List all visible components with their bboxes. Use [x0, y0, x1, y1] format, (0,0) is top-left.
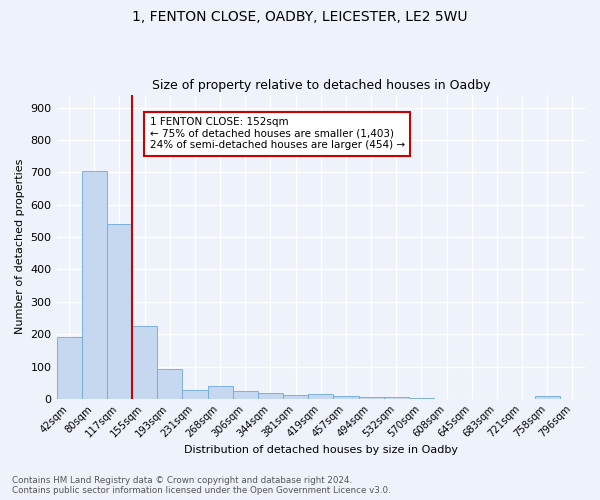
- Text: 1, FENTON CLOSE, OADBY, LEICESTER, LE2 5WU: 1, FENTON CLOSE, OADBY, LEICESTER, LE2 5…: [132, 10, 468, 24]
- Bar: [383, 398, 409, 399]
- Text: 1 FENTON CLOSE: 152sqm
← 75% of detached houses are smaller (1,403)
24% of semi-: 1 FENTON CLOSE: 152sqm ← 75% of detached…: [149, 117, 405, 150]
- Text: Contains HM Land Registry data © Crown copyright and database right 2024.
Contai: Contains HM Land Registry data © Crown c…: [12, 476, 391, 495]
- Bar: [535, 396, 560, 399]
- Bar: [56, 338, 82, 399]
- Bar: [359, 397, 383, 399]
- Title: Size of property relative to detached houses in Oadby: Size of property relative to detached ho…: [152, 79, 490, 92]
- Y-axis label: Number of detached properties: Number of detached properties: [15, 159, 25, 334]
- X-axis label: Distribution of detached houses by size in Oadby: Distribution of detached houses by size …: [184, 445, 458, 455]
- Bar: [107, 224, 132, 399]
- Bar: [308, 394, 334, 399]
- Bar: [233, 391, 258, 399]
- Bar: [182, 390, 208, 399]
- Bar: [258, 393, 283, 399]
- Bar: [208, 386, 233, 399]
- Bar: [409, 398, 434, 399]
- Bar: [132, 326, 157, 399]
- Bar: [283, 395, 308, 399]
- Bar: [157, 369, 182, 399]
- Bar: [82, 170, 107, 399]
- Bar: [334, 396, 359, 399]
